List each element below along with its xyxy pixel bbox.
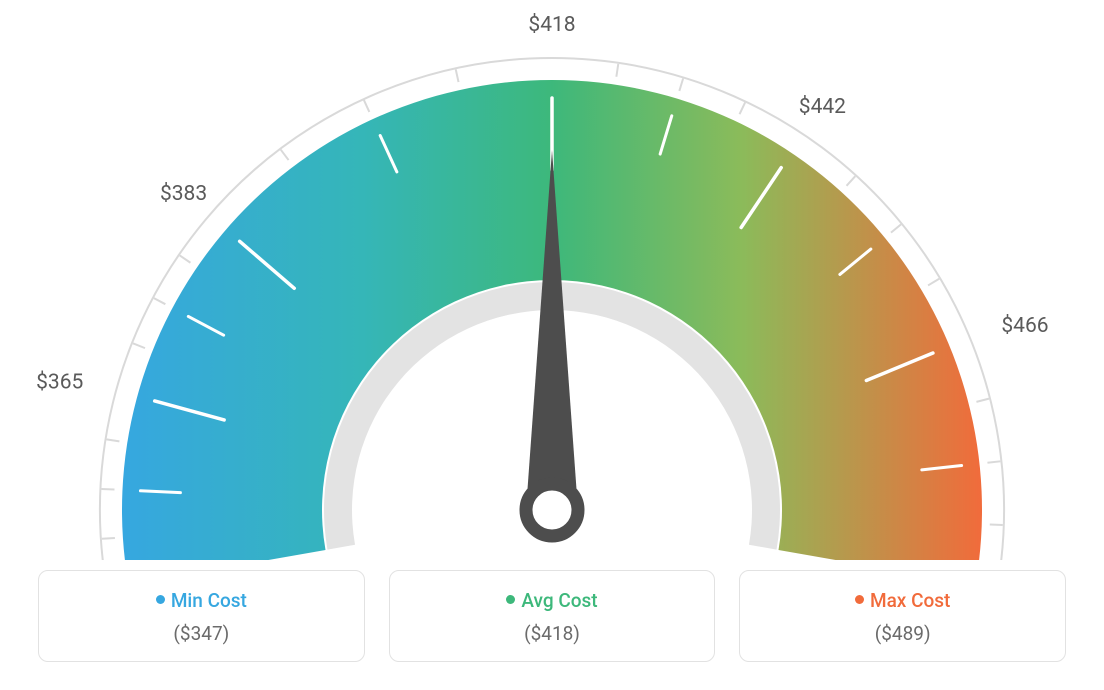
legend-value-min: ($347) [39,622,364,645]
gauge-svg: $347$365$383$418$442$466$489 [0,0,1104,560]
legend-card-max: Max Cost ($489) [739,570,1066,662]
dot-icon [855,595,864,604]
legend-label-text: Max Cost [870,589,950,612]
dot-icon [506,595,515,604]
gauge-tick-label: $442 [799,95,846,119]
gauge-tick-label: $365 [36,370,83,394]
legend-value-avg: ($418) [390,622,715,645]
legend-value-max: ($489) [740,622,1065,645]
gauge-tick-label: $383 [160,182,207,206]
legend-label-max: Max Cost [740,589,1065,612]
legend-card-min: Min Cost ($347) [38,570,365,662]
legend-label-avg: Avg Cost [390,589,715,612]
gauge-tick-label: $466 [1001,314,1048,338]
legend-label-text: Avg Cost [521,589,597,612]
legend-row: Min Cost ($347) Avg Cost ($418) Max Cost… [0,570,1104,662]
gauge-tick-label: $418 [528,13,575,37]
gauge-chart: $347$365$383$418$442$466$489 [0,0,1104,560]
dot-icon [156,595,165,604]
legend-card-avg: Avg Cost ($418) [389,570,716,662]
legend-label-text: Min Cost [171,589,247,612]
legend-label-min: Min Cost [39,589,364,612]
